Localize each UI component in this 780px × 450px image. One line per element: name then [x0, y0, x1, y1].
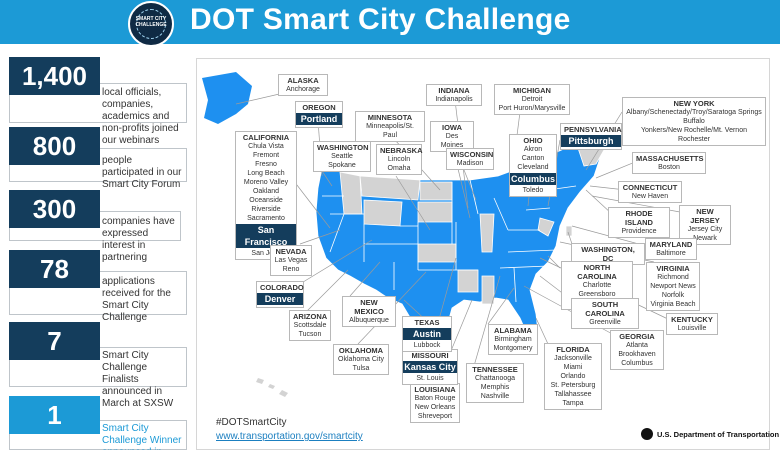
smartcity-link[interactable]: www.transportation.gov/smartcity	[216, 431, 363, 442]
label-wisconsin: WISCONSIN Madison	[446, 148, 494, 170]
finalist-portland: Portland	[296, 113, 342, 125]
south-dakota-shape	[417, 201, 453, 223]
label-california: CALIFORNIA Chula Vista Fremont Fresno Lon…	[235, 131, 297, 260]
label-south-carolina: SOUTH CAROLINA Greenville	[571, 298, 639, 329]
label-missouri: MISSOURI Kansas City St. Louis	[402, 349, 458, 385]
page-title: DOT Smart City Challenge	[190, 3, 571, 36]
stat-number: 300	[9, 190, 100, 228]
smart-city-challenge-logo: SMART CITY CHALLENGE	[128, 1, 174, 47]
label-colorado: COLORADO Denver	[256, 281, 304, 308]
arkansas-shape	[457, 269, 479, 293]
label-oklahoma: OKLAHOMA Oklahoma City Tulsa	[333, 344, 389, 375]
label-new-mexico: NEW MEXICO Albuquerque	[342, 296, 396, 327]
hashtag: #DOTSmartCity	[216, 417, 287, 428]
north-dakota-shape	[419, 181, 453, 201]
label-nebraska: NEBRASKA Lincoln Omaha	[376, 144, 423, 175]
stat-text: companies have expressed interest in par…	[102, 216, 175, 263]
label-alaska: ALASKA Anchorage	[278, 74, 328, 96]
label-florida: FLORIDA Jacksonville Miami Orlando St. Pe…	[544, 343, 602, 410]
illinois-shape	[479, 213, 495, 253]
finalist-pittsburgh: Pittsburgh	[561, 135, 621, 147]
finalist-denver: Denver	[257, 293, 303, 305]
label-michigan: MICHIGAN Detroit Port Huron/Marysville	[494, 84, 570, 115]
label-pennsylvania: PENNSYLVANIA Pittsburgh	[560, 123, 622, 150]
label-nevada: NEVADA Las Vegas Reno	[270, 245, 312, 276]
label-maryland: MARYLAND Baltimore	[645, 238, 697, 260]
west-virginia-shape	[537, 217, 555, 237]
stat-number: 1,400	[9, 57, 100, 95]
montana-shape	[359, 175, 421, 201]
usdot-logo-icon	[641, 428, 653, 440]
wyoming-shape	[363, 199, 403, 227]
idaho-shape	[339, 171, 363, 215]
finalist-austin: Austin	[403, 328, 451, 340]
label-virginia: VIRGINIA Richmond Newport News Norfolk Vi…	[646, 262, 700, 311]
label-connecticut: CONNECTICUT New Haven	[618, 181, 682, 203]
finalist-columbus: Columbus	[510, 173, 556, 185]
stat-text: local officials, companies, academics an…	[102, 87, 179, 146]
header-banner: SMART CITY CHALLENGE DOT Smart City Chal…	[0, 0, 780, 47]
label-louisiana: LOUISIANA Baton Rouge New Orleans Shrevep…	[410, 383, 460, 423]
label-arizona: ARIZONA Scottsdale Tucson	[289, 310, 331, 341]
stat-text: Smart City Challenge Winner announced in…	[102, 423, 182, 450]
mississippi-shape	[481, 275, 495, 305]
delaware-shape	[565, 225, 573, 237]
stat-number: 7	[9, 322, 100, 360]
alaska-shape	[202, 72, 252, 124]
stat-text: people participated in our Smart City Fo…	[102, 155, 182, 190]
label-rhode-island: RHODE ISLAND Providence	[608, 207, 670, 238]
hawaii-shape	[256, 378, 288, 397]
label-tennessee: TENNESSEE Chattanooga Memphis Nashville	[466, 363, 524, 403]
label-alabama: ALABAMA Birmingham Montgomery	[488, 324, 538, 355]
stat-number: 78	[9, 250, 100, 288]
kansas-shape	[417, 243, 457, 263]
label-oregon: OREGON Portland	[295, 101, 343, 128]
finalist-san-francisco: San Francisco	[236, 224, 296, 248]
stat-number: 1	[9, 396, 100, 434]
label-minnesota: MINNESOTA Minneapolis/St. Paul	[355, 111, 425, 142]
label-massachusetts: MASSACHUSETTS Boston	[632, 152, 706, 174]
label-washington: WASHINGTON Seattle Spokane	[313, 141, 371, 172]
label-indiana: INDIANA Indianapolis	[426, 84, 482, 106]
label-texas: TEXAS Austin Lubbock	[402, 316, 452, 352]
label-new-york: NEW YORK Albany/Schenectady/Troy/Saratoga…	[622, 97, 766, 146]
label-ohio: OHIO Akron Canton Cleveland Columbus Toledo	[509, 134, 557, 197]
stat-text: applications received for the Smart City…	[102, 276, 171, 323]
finalist-kansas-city: Kansas City	[403, 361, 457, 373]
label-kentucky: KENTUCKY Louisville	[666, 313, 718, 335]
stat-text: Smart City Challenge Finalists announced…	[102, 350, 174, 409]
agency-name: U.S. Department of Transportation	[657, 430, 780, 439]
stat-number: 800	[9, 127, 100, 165]
logo-text: SMART CITY CHALLENGE	[135, 16, 167, 28]
label-georgia: GEORGIA Atlanta Brookhaven Columbus	[610, 330, 664, 370]
